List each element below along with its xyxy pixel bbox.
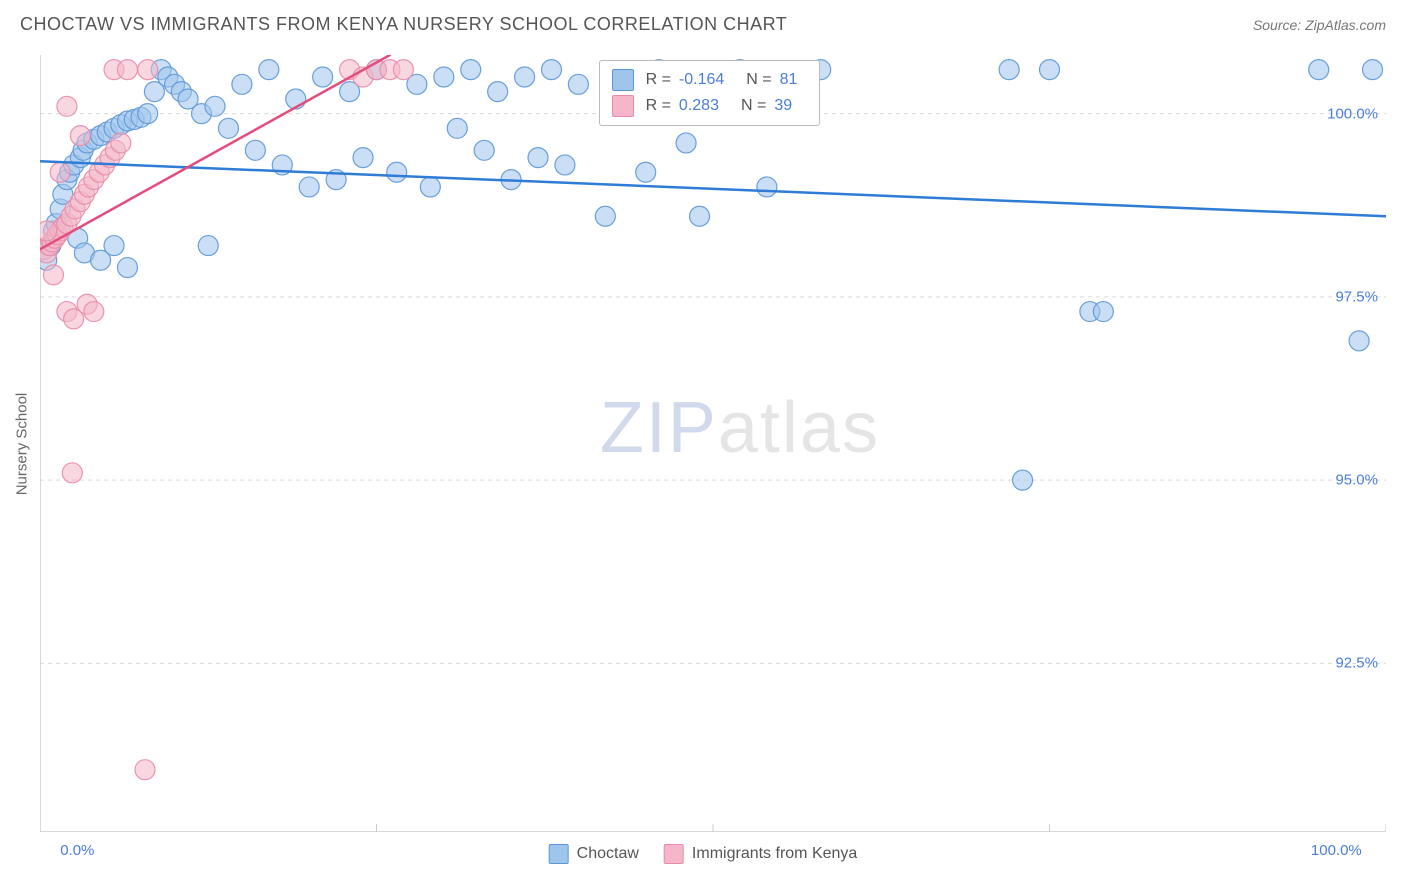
legend-swatch xyxy=(549,844,569,864)
legend-item: Immigrants from Kenya xyxy=(664,844,857,864)
r-label: R = xyxy=(646,97,671,115)
y-tick-label: 97.5% xyxy=(1298,288,1378,305)
chart-area: Nursery School 92.5%95.0%97.5%100.0% R =… xyxy=(40,55,1386,832)
legend-label: Choctaw xyxy=(577,845,639,863)
y-axis-label: Nursery School xyxy=(14,392,31,495)
legend-item: Choctaw xyxy=(549,844,639,864)
series-legend: Choctaw Immigrants from Kenya xyxy=(549,844,858,864)
r-value: -0.164 xyxy=(679,71,724,89)
legend-swatch xyxy=(612,69,634,91)
y-tick-label: 95.0% xyxy=(1298,472,1378,489)
r-label: R = xyxy=(646,71,671,89)
y-tick-label: 100.0% xyxy=(1298,105,1378,122)
chart-title: CHOCTAW VS IMMIGRANTS FROM KENYA NURSERY… xyxy=(20,14,787,35)
legend-swatch xyxy=(664,844,684,864)
x-tick-label: 0.0% xyxy=(60,842,94,859)
legend-swatch xyxy=(612,95,634,117)
legend-label: Immigrants from Kenya xyxy=(692,845,857,863)
n-label: N = xyxy=(741,97,766,115)
scatter-plot xyxy=(40,55,1386,832)
n-value: 39 xyxy=(774,97,792,115)
chart-header: CHOCTAW VS IMMIGRANTS FROM KENYA NURSERY… xyxy=(0,0,1406,45)
x-tick-label: 100.0% xyxy=(1311,842,1362,859)
n-value: 81 xyxy=(780,71,798,89)
legend-row: R = -0.164 N = 81 xyxy=(612,67,808,93)
legend-row: R = 0.283 N = 39 xyxy=(612,93,808,119)
n-label: N = xyxy=(746,71,771,89)
y-tick-label: 92.5% xyxy=(1298,655,1378,672)
r-value: 0.283 xyxy=(679,97,719,115)
source-label: Source: ZipAtlas.com xyxy=(1253,17,1386,33)
correlation-legend: R =-0.164N =81R =0.283N =39 xyxy=(599,60,821,126)
